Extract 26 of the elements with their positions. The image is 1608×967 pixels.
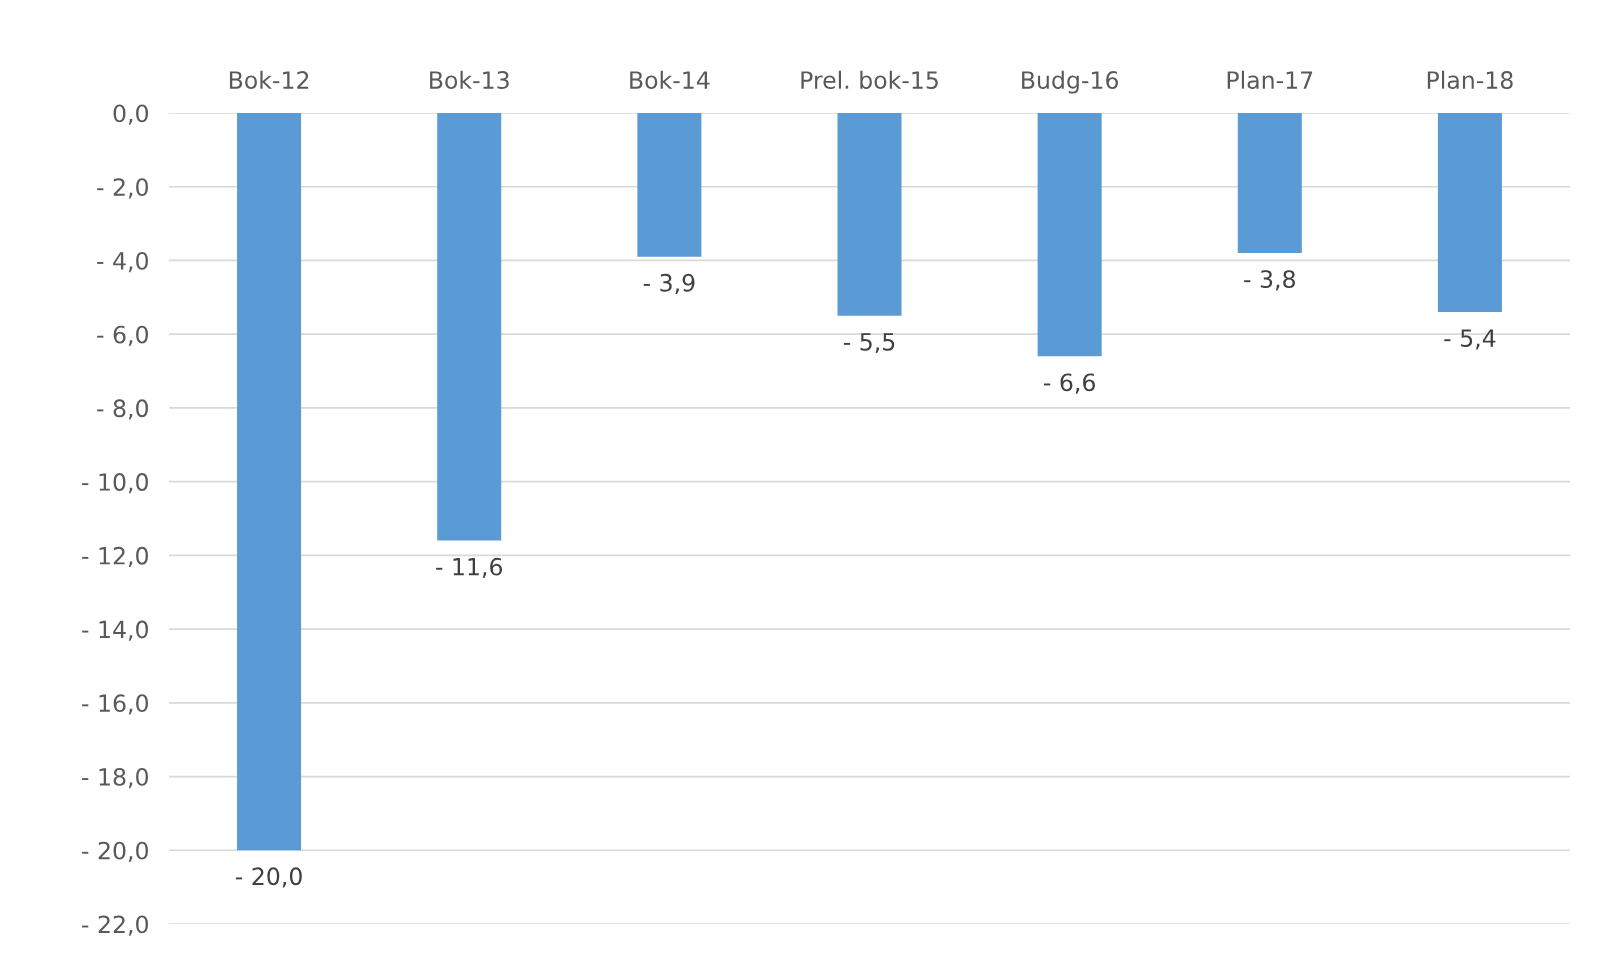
y-tick-label: - 22,0 [82, 915, 148, 936]
data-label: - 11,6 [436, 557, 503, 578]
y-tick-label: 0,0 [113, 104, 148, 125]
data-label: - 3,9 [643, 273, 695, 295]
x-tick-label: Prel. bok-15 [801, 70, 938, 89]
y-tick-label: - 10,0 [82, 473, 148, 494]
x-tick-label: Plan-18 [1427, 70, 1513, 89]
y-tick-label: - 20,0 [82, 841, 148, 862]
x-tick-label: Plan-17 [1227, 70, 1313, 89]
y-tick-label: - 16,0 [82, 694, 148, 715]
data-label: - 5,4 [1444, 329, 1496, 350]
x-tick-label: Bok-14 [630, 70, 710, 89]
data-label: - 5,5 [843, 333, 895, 354]
data-label: - 6,6 [1044, 373, 1095, 394]
y-tick-label: - 14,0 [82, 620, 148, 641]
x-tick-label: Budg-16 [1022, 70, 1119, 94]
y-tick-label: - 2,0 [97, 178, 148, 199]
data-label: - 3,8 [1244, 270, 1295, 291]
y-tick-label: - 12,0 [82, 546, 148, 568]
y-tick-label: - 8,0 [97, 399, 148, 420]
y-tick-label: - 6,0 [97, 325, 148, 346]
y-tick-label: - 4,0 [97, 251, 148, 273]
data-label: - 20,0 [235, 867, 302, 888]
y-tick-label: - 18,0 [82, 767, 148, 789]
x-tick-label: Bok-13 [430, 70, 509, 89]
x-tick-label: Bok-12 [229, 70, 309, 89]
